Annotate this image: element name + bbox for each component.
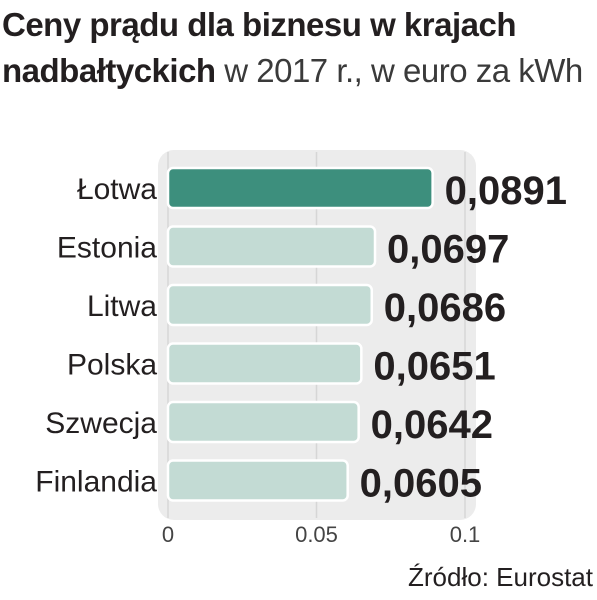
- value-label-2: 0,0686: [384, 286, 506, 330]
- category-label-3: Polska: [67, 349, 157, 382]
- source-note: Źródło: Eurostat: [408, 562, 593, 592]
- chart-title: Ceny prądu dla biznesu w krajach nadbałt…: [2, 2, 592, 94]
- category-label-0: Łotwa: [77, 173, 157, 206]
- bar-0: [166, 166, 434, 210]
- chart-title-rest: w 2017 r., w euro za kWh: [215, 52, 583, 89]
- value-label-5: 0,0605: [360, 462, 482, 506]
- category-label-2: Litwa: [87, 290, 157, 323]
- category-label-5: Finlandia: [35, 466, 157, 499]
- category-label-4: Szwecja: [45, 407, 157, 440]
- bar-5: [166, 459, 349, 502]
- value-label-4: 0,0642: [371, 403, 493, 447]
- bar-3: [166, 342, 363, 385]
- bar-4: [166, 400, 360, 444]
- value-label-1: 0,0697: [387, 228, 509, 272]
- chart-title-bold: Ceny prądu dla biznesu w krajach nadbałt…: [2, 6, 516, 89]
- value-label-3: 0,0651: [373, 345, 495, 389]
- value-label-0: 0,0891: [445, 169, 567, 213]
- bar-1: [166, 225, 377, 268]
- x-tick-label-2: 0.1: [450, 522, 481, 547]
- bar-2: [166, 283, 373, 327]
- x-tick-label-1: 0.05: [295, 522, 338, 547]
- x-tick-label-0: 0: [162, 522, 174, 547]
- category-label-1: Estonia: [57, 232, 157, 265]
